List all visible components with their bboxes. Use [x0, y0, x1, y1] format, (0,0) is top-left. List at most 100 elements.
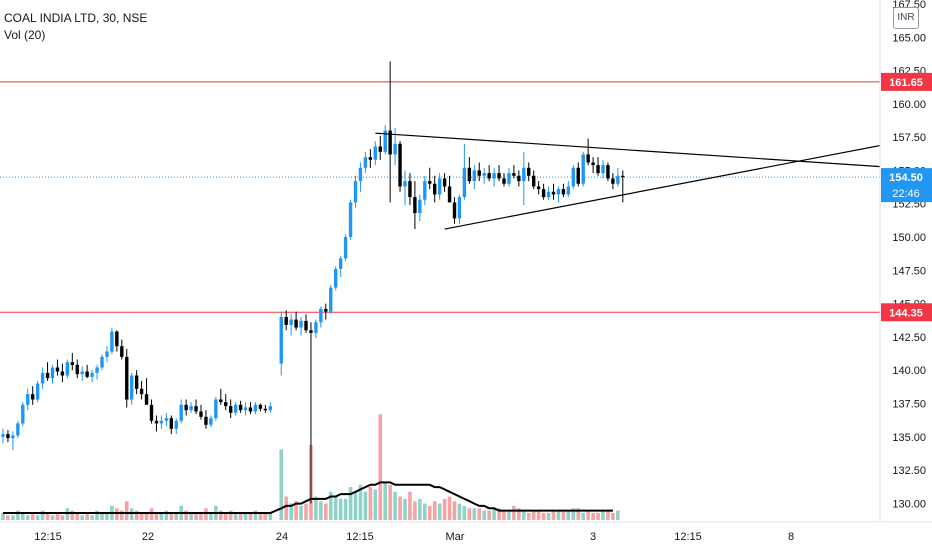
candle-body: [80, 371, 84, 375]
candle-body: [566, 186, 571, 195]
candle-body: [527, 167, 531, 176]
volume-bar: [50, 515, 55, 520]
candle-body: [35, 383, 40, 400]
volume-bar: [134, 510, 139, 520]
candle-body: [248, 407, 253, 412]
candle-body: [334, 268, 338, 288]
volume-bar: [233, 512, 238, 520]
candle-body: [433, 183, 437, 195]
candle-body: [268, 406, 272, 411]
volume-bar: [522, 510, 526, 520]
volume-bar: [21, 512, 25, 520]
candle-body: [418, 199, 422, 214]
candle-body: [6, 434, 10, 439]
volume-bar: [591, 512, 595, 520]
volume-bar: [517, 508, 521, 520]
volume-bar: [551, 510, 556, 520]
candle-body: [442, 178, 447, 187]
time-tick-label: 12:15: [674, 531, 702, 543]
volume-bar: [408, 491, 412, 520]
price-tick-label: 160.00: [892, 99, 926, 111]
volume-bar: [566, 510, 571, 520]
volume-bar: [383, 482, 387, 520]
volume-bar: [268, 512, 273, 520]
volume-bar: [90, 515, 94, 520]
candle-body: [105, 351, 109, 357]
volume-bar: [95, 510, 99, 520]
candle-body: [144, 394, 149, 405]
volume-bar: [477, 508, 482, 520]
volume-bar: [174, 512, 179, 520]
candle-body: [21, 404, 25, 424]
candle-body: [130, 375, 134, 400]
candle-body: [482, 173, 486, 176]
candle-body: [358, 167, 363, 182]
candle-body: [601, 165, 605, 174]
candle-body: [95, 367, 99, 373]
volume-bar: [324, 503, 328, 520]
volume-bar: [169, 512, 174, 520]
volume-bar: [581, 512, 585, 520]
currency-badge[interactable]: INR: [893, 7, 919, 29]
candle-body: [596, 165, 600, 174]
volume-bar: [253, 510, 258, 520]
volume-bar: [452, 501, 457, 520]
volume-bar: [144, 512, 149, 520]
candle-body: [149, 404, 154, 421]
candle-body: [437, 178, 442, 195]
volume-bar: [338, 498, 343, 520]
volume-bar: [353, 491, 358, 520]
volume-bar: [105, 512, 109, 520]
candle-body: [184, 404, 188, 411]
candle-body: [233, 404, 238, 413]
volume-bar: [418, 498, 422, 520]
volume-bar: [413, 501, 417, 520]
volume-bar: [497, 508, 501, 520]
candle-body: [423, 181, 427, 200]
symbol-title: COAL INDIA LTD, 30, NSE: [4, 11, 148, 25]
candle-body: [522, 167, 526, 182]
candle-body: [26, 394, 30, 405]
volume-bar: [606, 510, 610, 520]
volume-bar: [457, 503, 462, 520]
candle-body: [194, 406, 198, 412]
price-axis-background: [880, 0, 932, 550]
candle-body: [536, 186, 541, 190]
candle-body: [154, 420, 159, 424]
price-tick-label: 157.50: [892, 132, 926, 144]
volume-bar: [184, 510, 188, 520]
volume-bar: [149, 508, 154, 520]
volume-bar: [124, 501, 129, 520]
volume-bar: [492, 508, 496, 520]
volume-bar: [120, 510, 124, 520]
candle-body: [258, 404, 263, 409]
candle-body: [179, 404, 183, 421]
candle-body: [571, 167, 575, 187]
volume-bar: [561, 510, 566, 520]
volume-bar: [482, 510, 486, 520]
last-price-tag: [881, 168, 932, 203]
volume-bar: [373, 489, 378, 520]
volume-bar: [512, 505, 516, 520]
candle-body: [502, 178, 506, 184]
volume-bar: [223, 512, 228, 520]
candle-body: [40, 372, 45, 384]
volume-bar: [586, 510, 590, 520]
candle-body: [60, 371, 65, 376]
volume-bar: [35, 515, 40, 520]
trendline: [444, 134, 932, 230]
candle-body: [284, 316, 288, 325]
volume-bar: [70, 510, 75, 520]
volume-bar: [289, 503, 293, 520]
volume-bar: [531, 510, 536, 520]
candle-body: [428, 181, 432, 184]
candle-body: [487, 173, 491, 179]
volume-bar: [398, 496, 402, 520]
candle-body: [472, 170, 476, 182]
candle-body: [532, 175, 536, 187]
candle-body: [139, 388, 144, 395]
price-tick-label: 137.50: [892, 398, 926, 410]
volume-bar: [472, 508, 477, 520]
